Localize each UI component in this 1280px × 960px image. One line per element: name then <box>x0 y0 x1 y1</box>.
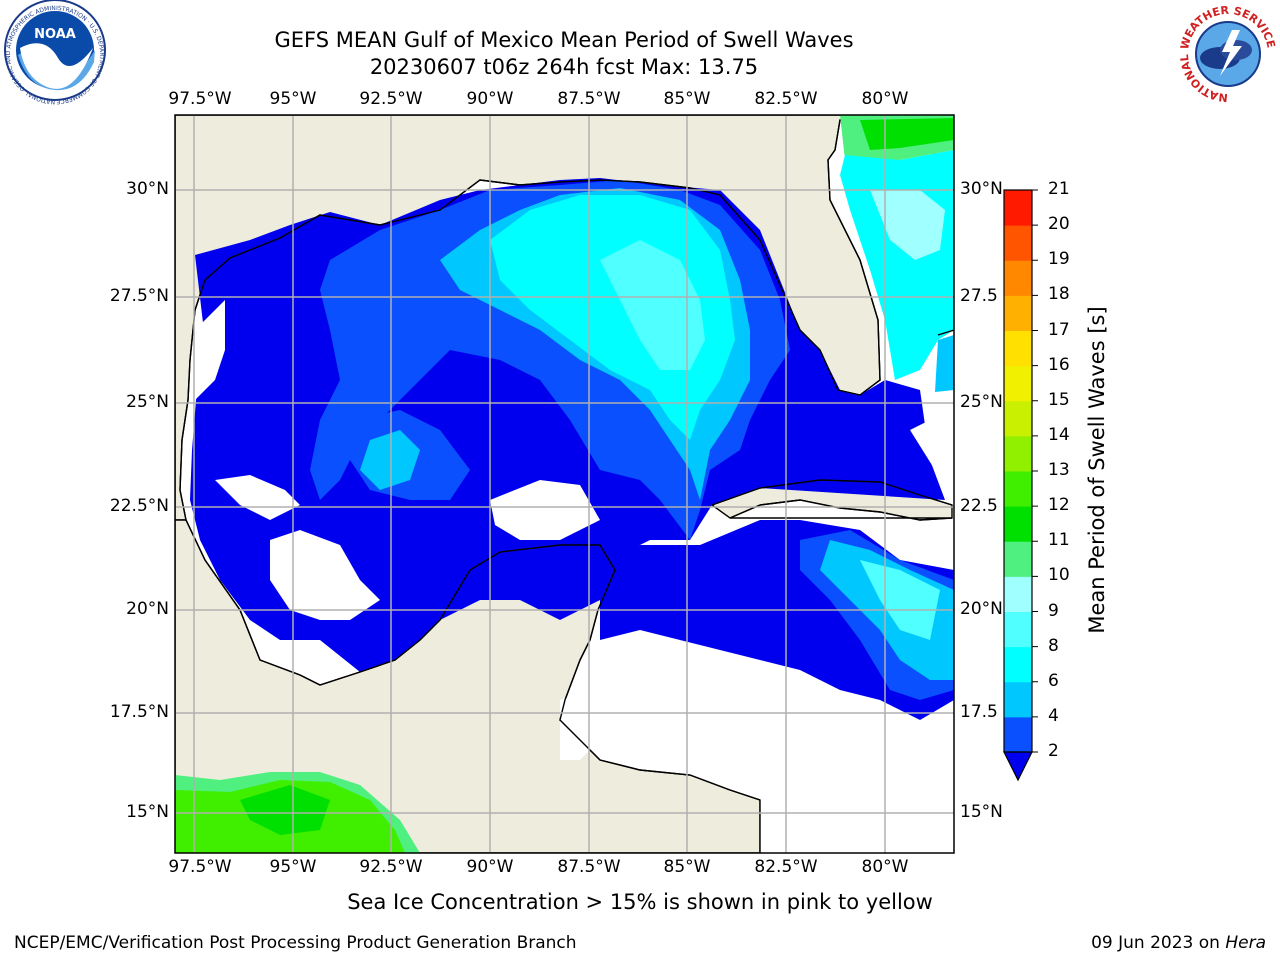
colorbar-tick-label: 4 <box>1048 705 1059 726</box>
colorbar-tick-label: 6 <box>1048 670 1059 691</box>
lon-tick-label: 82.5°W <box>754 857 818 877</box>
lon-tick-label: 85°W <box>663 89 711 109</box>
chart-subtitle-run: 20230607 t06z 264h fcst Max: 13.75 <box>369 55 759 79</box>
colorbar-segment <box>1004 365 1032 402</box>
lat-tick-label: 22.5°N <box>109 496 169 516</box>
colorbar-segment <box>1004 506 1032 542</box>
lon-tick-label: 97.5°W <box>168 89 232 109</box>
colorbar-tick-label: 20 <box>1048 214 1070 235</box>
lon-tick-label: 92.5°W <box>359 89 423 109</box>
colorbar-segment <box>1004 225 1032 261</box>
colorbar-segment <box>1004 260 1032 296</box>
noaa-logo: NATIONAL OCEANIC AND ATMOSPHERIC ADMINIS… <box>4 0 106 105</box>
lat-tick-label: 20°N <box>960 599 1003 619</box>
lat-tick-label: 25°N <box>126 392 169 412</box>
colorbar-tick-label: 16 <box>1048 354 1070 375</box>
colorbar-tick-label: 10 <box>1048 565 1070 586</box>
swell-field <box>175 115 954 853</box>
colorbar-segment <box>1004 295 1032 331</box>
chart-title: GEFS MEAN Gulf of Mexico Mean Period of … <box>274 28 854 52</box>
map-frame <box>174 114 955 854</box>
colorbar-segment <box>1004 541 1032 577</box>
colorbar-segment <box>1004 611 1032 648</box>
lon-tick-label: 82.5°W <box>754 89 818 109</box>
footer-date: 09 Jun 2023 on Hera <box>1091 933 1266 953</box>
colorbar <box>1003 189 1038 782</box>
footer-host: Hera <box>1225 933 1266 953</box>
colorbar-segment <box>1004 400 1032 437</box>
footer-date-text: 09 Jun 2023 on <box>1091 933 1226 953</box>
lat-tick-label: 17.5 <box>960 702 998 722</box>
coastlines <box>179 119 954 853</box>
colorbar-tick-label: 13 <box>1048 460 1070 480</box>
colorbar-tick-label: 19 <box>1048 249 1070 270</box>
lat-tick-label: 15°N <box>960 802 1003 822</box>
colorbar-segment <box>1004 471 1032 507</box>
lon-tick-label: 90°W <box>466 857 514 877</box>
colorbar-segment <box>1004 435 1032 472</box>
colorbar-segment <box>1004 330 1032 367</box>
lat-tick-label: 27.5°N <box>109 286 169 306</box>
lon-tick-label: 90°W <box>466 89 514 109</box>
colorbar-segment <box>1004 716 1032 753</box>
lon-tick-label: 80°W <box>861 857 909 877</box>
colorbar-label: Mean Period of Swell Waves [s] <box>1085 306 1109 634</box>
lat-tick-label: 30°N <box>126 179 169 199</box>
colorbar-tick-label: 8 <box>1048 635 1059 656</box>
colorbar-tick-label: 11 <box>1048 530 1070 551</box>
colorbar-tick-label: 2 <box>1048 741 1059 761</box>
colorbar-tick-label: 12 <box>1048 495 1070 516</box>
sea-ice-note: Sea Ice Concentration > 15% is shown in … <box>347 890 933 914</box>
colorbar-extend-arrow <box>1003 751 1033 782</box>
nws-logo: NATIONAL WEATHER SERVICE <box>1178 4 1278 104</box>
lat-tick-label: 15°N <box>126 802 169 822</box>
map-panel <box>174 114 955 854</box>
colorbar-segment <box>1004 576 1032 612</box>
lat-tick-label: 25°N <box>960 392 1003 412</box>
colorbar-tick-label: 21 <box>1048 179 1070 199</box>
lon-tick-label: 87.5°W <box>557 857 621 877</box>
lon-tick-label: 87.5°W <box>557 89 621 109</box>
lon-tick-label: 97.5°W <box>168 857 232 877</box>
lon-tick-label: 95°W <box>269 857 317 877</box>
lon-tick-label: 95°W <box>269 89 317 109</box>
colorbar-tick-label: 18 <box>1048 284 1070 305</box>
lat-tick-label: 20°N <box>126 599 169 619</box>
gridlines <box>175 115 954 853</box>
colorbar-tick-label: 9 <box>1048 600 1059 621</box>
lat-tick-label: 30°N <box>960 179 1003 199</box>
lon-tick-label: 92.5°W <box>359 857 423 877</box>
footer-credit: NCEP/EMC/Verification Post Processing Pr… <box>14 933 577 953</box>
colorbar-segment <box>1004 646 1032 683</box>
lat-tick-label: 17.5°N <box>109 702 169 722</box>
lon-tick-label: 85°W <box>663 857 711 877</box>
lon-tick-label: 80°W <box>861 89 909 109</box>
colorbar-tick-label: 14 <box>1048 424 1070 445</box>
noaa-logo-text: NOAA <box>34 27 76 42</box>
lat-tick-label: 27.5 <box>960 286 998 306</box>
colorbar-tick-label: 17 <box>1048 319 1070 340</box>
colorbar-segment <box>1004 681 1032 718</box>
colorbar-segment <box>1004 190 1032 226</box>
colorbar-tick-label: 15 <box>1048 389 1070 410</box>
lat-tick-label: 22.5 <box>960 496 998 516</box>
